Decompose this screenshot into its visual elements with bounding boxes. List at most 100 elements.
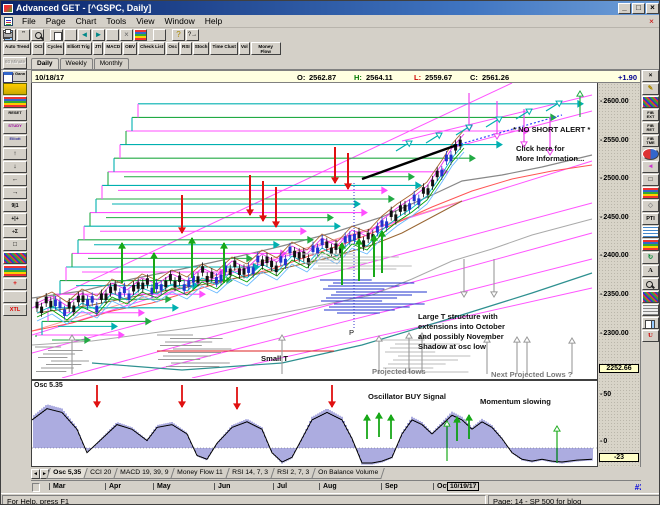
bar-ratio-icon[interactable]: 9|1 — [3, 200, 27, 212]
right-toolbar: × ✎ FIB EXT FIB RET FIB TME ◄ □ ◇ PTI ↻ … — [641, 70, 659, 494]
zoom-icon[interactable] — [31, 28, 44, 41]
tab-osc[interactable]: Osc 5,35 — [46, 468, 88, 479]
study-rsi-button[interactable]: RSI — [180, 42, 192, 55]
study-stoch-button[interactable]: Stoch — [192, 42, 210, 55]
copy-tool-icon[interactable] — [642, 317, 659, 329]
menu-view[interactable]: View — [136, 16, 155, 26]
gann-grid-icon[interactable] — [642, 226, 659, 238]
text-tool-icon[interactable]: A — [642, 265, 659, 277]
properties-window-icon[interactable] — [3, 291, 27, 303]
elliott-wave-icon[interactable]: Elliott — [3, 135, 27, 147]
app-icon — [3, 3, 13, 13]
tab-scroll-left[interactable]: ◄ — [31, 468, 40, 479]
undo-button[interactable]: U — [642, 330, 659, 342]
price-chart[interactable]: * NO SHORT ALERT * Click here for More I… — [31, 83, 598, 380]
menu-chart[interactable]: Chart — [75, 16, 97, 26]
tab-obv[interactable]: On Balance Volume — [311, 468, 385, 479]
mdi-close-icon[interactable]: × — [649, 16, 654, 26]
arrow-left-icon[interactable]: ← — [3, 174, 27, 186]
minimize-button[interactable]: _ — [618, 2, 631, 14]
print-icon[interactable] — [153, 28, 166, 41]
new-page-icon[interactable] — [50, 28, 63, 41]
help-icon[interactable]: ? — [172, 28, 185, 41]
study-osc-button[interactable]: Osc — [166, 42, 180, 55]
menu-window[interactable]: Window — [164, 16, 195, 26]
study-cycles-button[interactable]: Cycles — [45, 42, 65, 55]
arrow-up-icon[interactable]: ↑ — [3, 148, 27, 160]
grid-tool-icon[interactable] — [642, 304, 659, 316]
lines-tool-icon[interactable] — [3, 252, 27, 264]
study-jti-button[interactable]: JTI — [92, 42, 104, 55]
fib-time-icon[interactable]: FIB TME — [642, 135, 659, 147]
month-label: May — [153, 483, 171, 490]
close-button[interactable]: × — [646, 2, 659, 14]
tab-rsi-14[interactable]: RSI 14, 7, 3 — [225, 468, 275, 479]
study-vol-button[interactable]: Vol — [238, 42, 250, 55]
pencil-icon[interactable]: ✎ — [642, 83, 659, 95]
arrows-tool-icon[interactable]: ◄ — [642, 161, 659, 173]
tab-monthly[interactable]: Monthly — [93, 58, 129, 69]
maximize-button[interactable]: □ — [632, 2, 645, 14]
study-auto-trend-button[interactable]: Auto Trend — [3, 42, 32, 55]
quote-page-icon[interactable]: ” — [17, 28, 30, 41]
arrow-right-icon[interactable]: → — [3, 187, 27, 199]
menu-tools[interactable]: Tools — [106, 16, 127, 26]
save-page-icon[interactable] — [64, 28, 77, 41]
mob-tool-icon[interactable] — [642, 187, 659, 199]
study-checklist-button[interactable]: Check List — [138, 42, 166, 55]
sixty-minute-button[interactable]: 60 Minute — [3, 57, 27, 69]
box-tool-icon[interactable]: □ — [3, 239, 27, 251]
study-elliott-button[interactable]: Elliott Trig — [65, 42, 92, 55]
menu-page[interactable]: Page — [45, 16, 66, 26]
tab-weekly[interactable]: Weekly — [59, 58, 93, 69]
delete-tool-icon[interactable]: × — [642, 70, 659, 82]
open-label: O: — [297, 73, 306, 82]
study-time-clust-button[interactable]: Time Clust — [210, 42, 238, 55]
rectangle-tool-icon[interactable]: □ — [642, 174, 659, 186]
zoom-tool-icon[interactable] — [642, 278, 659, 290]
oscillator-canvas — [32, 385, 597, 465]
refresh-icon[interactable]: ↻ — [642, 252, 659, 264]
osc-value-box: -23 — [599, 453, 639, 462]
open-group-icon[interactable] — [3, 83, 27, 95]
quick-reset-button[interactable]: RESET — [3, 109, 27, 121]
copy-page-icon[interactable] — [106, 28, 119, 41]
tab-rsi-2[interactable]: RSI 2, 7, 3 — [270, 468, 316, 479]
context-help-icon[interactable]: ?→ — [186, 28, 199, 41]
fib-retracement-icon[interactable]: FIB RET — [642, 122, 659, 134]
next-page-icon[interactable]: ► — [92, 28, 105, 41]
study-obv-button[interactable]: OBV — [123, 42, 138, 55]
pti-button[interactable]: PTI — [642, 213, 659, 225]
study-button[interactable]: STUDY — [3, 122, 27, 134]
change-value: +1.90 — [618, 73, 637, 82]
study-oci-button[interactable]: OCI — [32, 42, 45, 55]
trend-lines-icon[interactable] — [642, 96, 659, 108]
palette-icon[interactable] — [642, 291, 659, 303]
chart-document-icon[interactable] — [4, 16, 13, 26]
tab-daily[interactable]: Daily — [31, 58, 59, 70]
tj-web-icon[interactable] — [3, 265, 27, 277]
tab-money-flow[interactable]: Money Flow 11 — [170, 468, 230, 479]
prev-page-icon[interactable]: ◄ — [78, 28, 91, 41]
compress-bars-icon[interactable]: +|+ — [3, 213, 27, 225]
menu-file[interactable]: File — [22, 16, 36, 26]
expert-rating-icon[interactable] — [3, 96, 27, 108]
study-money-flow-button[interactable]: Money Flow — [250, 42, 281, 55]
ellipse-tool-icon[interactable] — [642, 148, 659, 160]
buy-signal-label: Oscillator BUY Signal — [368, 392, 446, 401]
click-here-link[interactable]: Click here for More Information... — [516, 144, 585, 163]
gann-tool-icon[interactable]: ◇ — [642, 200, 659, 212]
high-value: 2564.11 — [366, 73, 393, 82]
divide-sum-icon[interactable]: ÷Σ — [3, 226, 27, 238]
menu-help[interactable]: Help — [204, 16, 223, 26]
fib-extension-icon[interactable]: FIB EXT — [642, 109, 659, 121]
crosshair-icon[interactable]: + — [3, 278, 27, 290]
xtl-button[interactable]: XTL — [3, 304, 27, 316]
ribbon-study-icon[interactable] — [642, 239, 659, 251]
tile-charts-icon[interactable] — [134, 28, 147, 41]
study-macd-button[interactable]: MACD — [104, 42, 123, 55]
oscillator-panel[interactable]: Osc 5.35 Oscillator BUY Signal Momentum … — [31, 380, 598, 467]
arrow-down-icon[interactable]: ↓ — [3, 161, 27, 173]
tab-macd[interactable]: MACD 19, 39, 9 — [113, 468, 176, 479]
delete-page-icon[interactable]: × — [120, 28, 133, 41]
